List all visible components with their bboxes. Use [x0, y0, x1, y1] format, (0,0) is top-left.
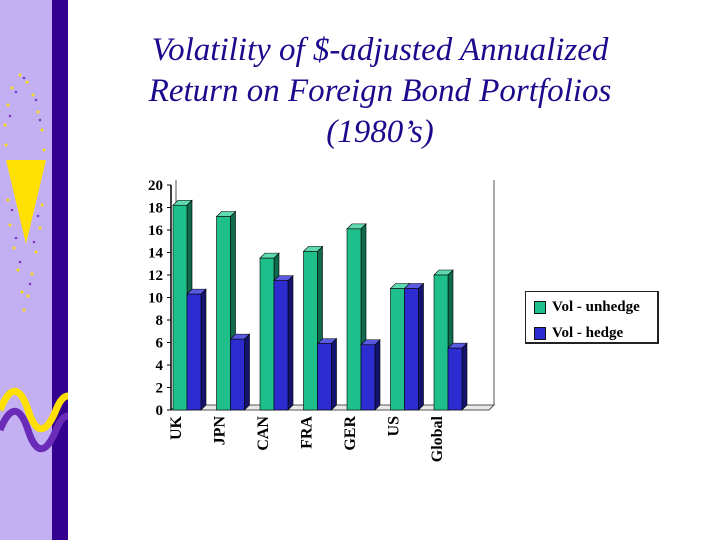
x-tick-label: CAN [255, 416, 272, 451]
sidebar-ornament [0, 73, 68, 453]
legend-label-unhedged: Vol - unhedge [552, 298, 640, 315]
y-tick-label: 6 [156, 336, 164, 352]
bar-chart: 0 2 4 6 8 10 12 14 16 18 20 UK JPN CAN FRA GER US Global [148, 178, 496, 462]
x-tick-label: FRA [299, 416, 316, 449]
bar-unhedged-US [390, 288, 405, 411]
bar-unhedged-JPN [216, 216, 231, 411]
y-tick-label: 14 [148, 246, 164, 262]
legend-item-hedged: Vol - hedge [534, 324, 623, 342]
title-line-2: Return on Foreign Bond Portfolios [148, 73, 612, 109]
legend-swatch-hedged [534, 326, 546, 340]
bar-unhedged-Global [433, 274, 449, 411]
y-tick-label: 20 [148, 178, 163, 194]
bar-side-hedged-US [418, 282, 424, 411]
title-line-3: (1980’s) [326, 114, 434, 150]
bar-hedged-Global [447, 347, 463, 411]
legend-swatch-unhedged [534, 300, 546, 314]
x-tick-label: UK [168, 415, 185, 440]
x-tick-label: US [386, 416, 403, 437]
legend-label-hedged: Vol - hedge [552, 324, 624, 341]
slide-sidebar-decoration [0, 0, 68, 540]
bar-side-hedged-Global [461, 342, 468, 411]
y-tick-label: 16 [148, 223, 164, 239]
chart-legend: Vol - unhedge Vol - hedge [525, 291, 659, 344]
bar-hedged-GER [360, 344, 376, 411]
bar-unhedged-UK [172, 204, 188, 411]
y-tick-label: 2 [156, 381, 164, 397]
bar-side-hedged-UK [200, 288, 207, 411]
y-tick-label: 8 [156, 313, 164, 329]
title-line-1: Volatility of $-adjusted Annualized [151, 32, 609, 68]
bar-unhedged-CAN [259, 257, 275, 411]
bar-side-hedged-CAN [287, 274, 294, 411]
x-tick-label: GER [342, 416, 359, 451]
y-tick-label: 4 [156, 358, 164, 374]
y-tick-label: 18 [148, 201, 163, 217]
bar-side-hedged-GER [374, 339, 381, 411]
y-tick-label: 10 [148, 291, 163, 307]
bar-hedged-US [404, 288, 419, 411]
bar-hedged-JPN [230, 338, 245, 411]
bar-hedged-FRA [317, 343, 332, 411]
x-tick-label: JPN [212, 416, 229, 446]
y-tick-label: 0 [156, 403, 164, 419]
slide-title: Volatility of $-adjusted Annualized Retu… [90, 30, 670, 153]
legend-item-unhedged: Vol - unhedge [534, 298, 640, 316]
bar-hedged-CAN [273, 280, 289, 411]
x-tick-label: Global [429, 415, 446, 462]
bar-side-hedged-JPN [244, 333, 250, 411]
bar-hedged-UK [186, 293, 202, 411]
bar-unhedged-GER [346, 228, 362, 411]
y-tick-label: 12 [148, 268, 163, 284]
bar-unhedged-FRA [303, 251, 318, 411]
bar-side-hedged-FRA [331, 337, 337, 411]
